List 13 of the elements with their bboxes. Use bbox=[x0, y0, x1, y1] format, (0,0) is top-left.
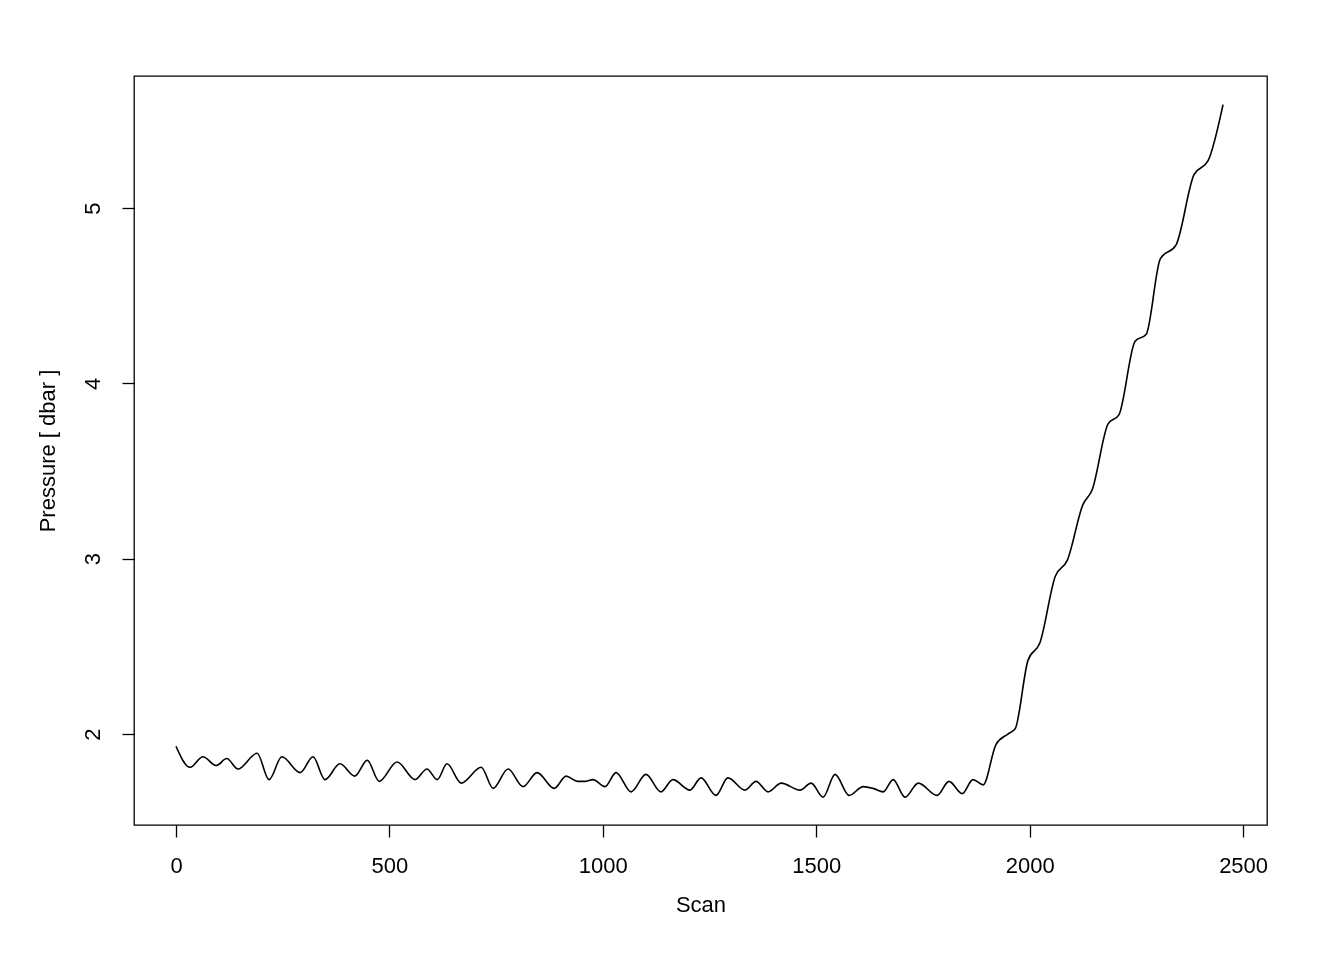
y-tick-label: 3 bbox=[79, 553, 105, 566]
x-tick-label: 1000 bbox=[578, 852, 628, 878]
y-tick-label: 4 bbox=[79, 377, 105, 390]
y-axis-title: Pressure [ dbar ] bbox=[34, 369, 60, 533]
x-axis-title: Scan bbox=[675, 891, 727, 917]
y-tick-label: 2 bbox=[79, 728, 105, 741]
line-series bbox=[175, 103, 1224, 798]
x-tick-label: 500 bbox=[371, 852, 409, 878]
x-tick-label: 2500 bbox=[1219, 852, 1269, 878]
y-tick-label: 5 bbox=[79, 202, 105, 215]
x-tick-label: 2000 bbox=[1005, 852, 1055, 878]
x-tick-label: 1500 bbox=[792, 852, 842, 878]
x-tick-label: 0 bbox=[170, 852, 183, 878]
